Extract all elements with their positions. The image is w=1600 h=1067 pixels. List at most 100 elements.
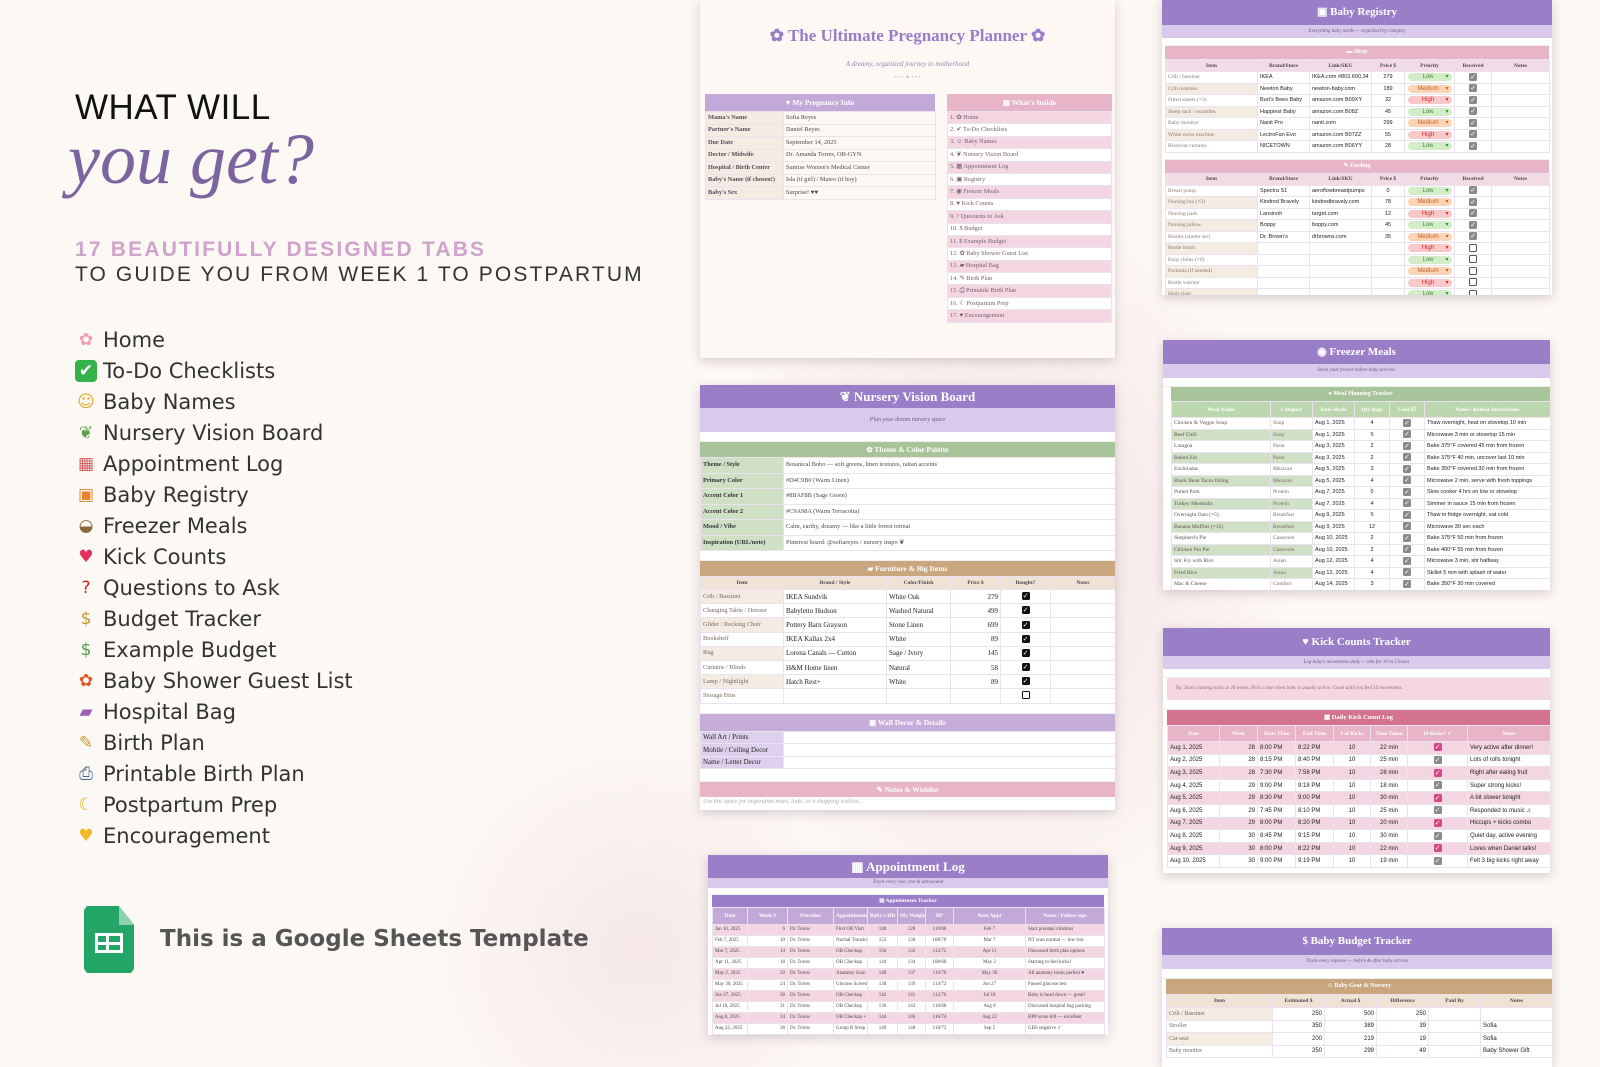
table-row: Aug 4, 2025 29 9:00 PM 9:18 PM 10 18 min ✓ Supe… bbox=[1167, 778, 1550, 793]
priority-dropdown[interactable]: High bbox=[1407, 244, 1452, 253]
table-cell: Start prenatal vitamins bbox=[1025, 924, 1105, 936]
checked-checkbox[interactable]: ✓ bbox=[1433, 818, 1442, 827]
spacer bbox=[1165, 153, 1549, 160]
feature-item: ▣ Baby Registry bbox=[75, 479, 353, 510]
table-row: Item Brand/Store Link/SKU Price $ Priority Re… bbox=[1165, 172, 1550, 186]
priority-dropdown[interactable]: High bbox=[1407, 209, 1452, 218]
checked-checkbox[interactable]: ✓ bbox=[1433, 844, 1442, 853]
checked-checkbox[interactable]: ✓ bbox=[1433, 806, 1442, 815]
unchecked-checkbox[interactable] bbox=[1469, 255, 1477, 264]
table-cell: Brand/Store bbox=[1257, 172, 1310, 186]
checked-checkbox[interactable]: ✓ bbox=[1403, 556, 1411, 565]
table-cell: 9:15 PM bbox=[1295, 829, 1334, 843]
checked-checkbox[interactable]: ✓ bbox=[1403, 476, 1411, 485]
table-cell: 5 bbox=[1354, 486, 1390, 499]
table-cell: #D4C9B0 (Warm Linen) bbox=[783, 472, 1115, 489]
table-cell: Aug 9, 2025 bbox=[1312, 520, 1355, 533]
balloon-icon: ✿ bbox=[78, 670, 94, 691]
checked-checkbox[interactable]: ✓ bbox=[1469, 72, 1477, 81]
table-row: Beef Chili Soup Aug 1, 2025 5 ✓ Microwave 3 m… bbox=[1171, 428, 1550, 441]
checked-checkbox[interactable]: ✓ bbox=[1021, 663, 1030, 672]
table-cell: Aug 9, 2025 bbox=[1312, 509, 1355, 522]
checked-checkbox[interactable]: ✓ bbox=[1469, 118, 1477, 127]
table-cell: 25 min bbox=[1370, 753, 1408, 768]
checked-checkbox[interactable]: ✓ bbox=[1469, 186, 1477, 195]
table-cell: # of Kicks bbox=[1333, 725, 1371, 742]
calendar-icon: ▦ bbox=[77, 453, 95, 474]
table-cell: Bottle warmer bbox=[1165, 276, 1258, 289]
unchecked-checkbox[interactable] bbox=[1469, 278, 1477, 287]
checked-checkbox[interactable]: ✓ bbox=[1403, 579, 1411, 588]
priority-dropdown[interactable]: Medium bbox=[1407, 232, 1452, 241]
unchecked-checkbox[interactable] bbox=[1021, 691, 1030, 700]
table-cell: 200 bbox=[1272, 1032, 1325, 1046]
priority-dropdown[interactable]: High bbox=[1407, 130, 1452, 139]
table-cell bbox=[1428, 1032, 1481, 1046]
checked-checkbox[interactable]: ✓ bbox=[1433, 768, 1442, 777]
checked-checkbox[interactable]: ✓ bbox=[1469, 107, 1477, 116]
checked-checkbox[interactable]: ✓ bbox=[1403, 487, 1411, 496]
checked-checkbox[interactable]: ✓ bbox=[1469, 84, 1477, 93]
priority-dropdown[interactable]: Low bbox=[1407, 73, 1452, 82]
checked-checkbox[interactable]: ✓ bbox=[1433, 756, 1442, 765]
table-cell: 10 bbox=[1333, 766, 1371, 780]
freezer-subtitle: Stock your freezer before baby arrives! bbox=[1163, 364, 1550, 378]
table-cell: 8:00 PM bbox=[1257, 841, 1296, 856]
checked-checkbox[interactable]: ✓ bbox=[1021, 620, 1030, 629]
checked-checkbox[interactable]: ✓ bbox=[1403, 430, 1411, 439]
checked-checkbox[interactable]: ✓ bbox=[1021, 606, 1030, 615]
checked-checkbox[interactable]: ✓ bbox=[1433, 743, 1442, 752]
checked-checkbox[interactable]: ✓ bbox=[1433, 831, 1442, 840]
checked-checkbox[interactable]: ✓ bbox=[1403, 522, 1411, 531]
priority-dropdown[interactable]: Low bbox=[1407, 107, 1452, 116]
checked-checkbox[interactable]: ✓ bbox=[1469, 209, 1477, 218]
checked-checkbox[interactable]: ✓ bbox=[1403, 453, 1411, 462]
checked-checkbox[interactable]: ✓ bbox=[1469, 141, 1477, 150]
unchecked-checkbox[interactable] bbox=[1469, 243, 1477, 252]
checked-checkbox[interactable]: ✓ bbox=[1403, 441, 1411, 450]
checked-checkbox[interactable]: ✓ bbox=[1469, 130, 1477, 139]
table-cell: 8:10 PM bbox=[1295, 803, 1334, 818]
priority-dropdown[interactable]: Low bbox=[1407, 221, 1452, 230]
checked-checkbox[interactable]: ✓ bbox=[1403, 464, 1411, 473]
table-cell: 8:00 PM bbox=[1257, 741, 1296, 755]
priority-dropdown[interactable]: Medium bbox=[1407, 267, 1452, 276]
table-cell: 6. ▣ Registry bbox=[947, 172, 1112, 187]
table-row: Apr 11, 2025 18 Dr. Torres OB Checkup 144 134… bbox=[712, 957, 1105, 969]
table-cell: 8:15 PM bbox=[1257, 753, 1296, 768]
checked-checkbox[interactable]: ✓ bbox=[1469, 95, 1477, 104]
table-cell: 28 bbox=[1219, 741, 1258, 755]
priority-dropdown[interactable]: Medium bbox=[1407, 119, 1452, 128]
checked-checkbox[interactable]: ✓ bbox=[1433, 856, 1442, 865]
checked-checkbox[interactable]: ✓ bbox=[1403, 568, 1411, 577]
checked-checkbox[interactable]: ✓ bbox=[1469, 220, 1477, 229]
priority-dropdown[interactable]: Medium bbox=[1407, 84, 1452, 93]
priority-dropdown[interactable]: Medium bbox=[1407, 198, 1452, 207]
checked-checkbox[interactable]: ✓ bbox=[1433, 793, 1442, 802]
unchecked-checkbox[interactable] bbox=[1469, 289, 1477, 295]
priority-dropdown[interactable]: Low bbox=[1407, 255, 1452, 264]
checked-checkbox[interactable]: ✓ bbox=[1469, 197, 1477, 206]
checked-checkbox[interactable]: ✓ bbox=[1021, 634, 1030, 643]
checked-checkbox[interactable]: ✓ bbox=[1433, 781, 1442, 790]
checked-checkbox[interactable]: ✓ bbox=[1403, 418, 1411, 427]
table-cell: Stir Fry with Rice bbox=[1171, 555, 1271, 568]
unchecked-checkbox[interactable] bbox=[1469, 266, 1477, 275]
priority-dropdown[interactable]: High bbox=[1407, 278, 1452, 287]
checked-checkbox[interactable]: ✓ bbox=[1021, 592, 1030, 601]
priority-dropdown[interactable]: High bbox=[1407, 96, 1452, 105]
checked-checkbox[interactable]: ✓ bbox=[1403, 499, 1411, 508]
checked-checkbox[interactable]: ✓ bbox=[1021, 677, 1030, 686]
priority-dropdown[interactable]: Low bbox=[1407, 186, 1452, 195]
checked-checkbox[interactable]: ✓ bbox=[1403, 533, 1411, 542]
checked-checkbox[interactable]: ✓ bbox=[1469, 232, 1477, 241]
table-row: Rug Lorena Canals — Cotton Sage / Ivory 145… bbox=[700, 645, 1115, 661]
priority-dropdown[interactable]: Low bbox=[1407, 290, 1452, 295]
priority-dropdown[interactable]: Low bbox=[1407, 142, 1452, 151]
checked-checkbox[interactable]: ✓ bbox=[1021, 648, 1030, 657]
checked-checkbox[interactable]: ✓ bbox=[1403, 510, 1411, 519]
checked-checkbox[interactable]: ✓ bbox=[1403, 545, 1411, 554]
table-cell: Name / Letter Decor bbox=[700, 755, 784, 769]
table-row: Jul 18, 2025 31 Dr. Torres OB Checkup 136 143… bbox=[712, 1001, 1105, 1013]
table-cell: Burp cloths (×6) bbox=[1165, 253, 1258, 266]
